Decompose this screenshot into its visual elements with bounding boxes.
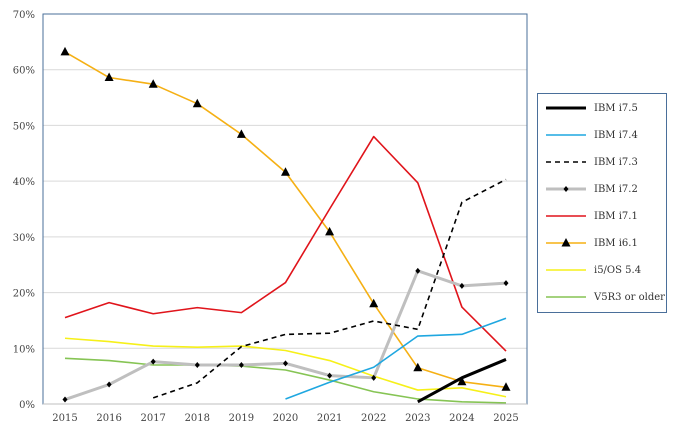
legend-label: i5/OS 5.4 xyxy=(594,264,642,276)
x-tick-label: 2024 xyxy=(449,413,474,424)
legend-swatch-icon xyxy=(546,269,586,271)
x-tick-label: 2023 xyxy=(405,413,430,424)
legend-label: IBM i6.1 xyxy=(594,237,638,249)
legend: IBM i7.5 IBM i7.4 IBM i7.3 IBM i7.2 IBM i7.1… xyxy=(537,93,667,313)
legend-label: IBM i7.4 xyxy=(594,129,638,141)
legend-swatch-icon xyxy=(546,238,586,247)
data-point-diamond xyxy=(106,381,112,388)
data-point-diamond xyxy=(415,267,421,274)
data-point-diamond xyxy=(503,280,509,287)
series-line xyxy=(64,135,507,352)
data-point-triangle xyxy=(60,46,70,56)
y-tick-label: 70% xyxy=(13,10,35,21)
x-tick-label: 2017 xyxy=(140,413,165,424)
y-tick-label: 20% xyxy=(13,289,35,300)
legend-item: IBM i6.1 xyxy=(544,236,638,250)
legend-label: IBM i7.2 xyxy=(594,183,638,195)
x-tick-label: 2015 xyxy=(52,413,77,424)
legend-label: IBM i7.1 xyxy=(594,210,638,222)
series-line xyxy=(64,357,507,404)
legend-label: IBM i7.5 xyxy=(594,102,638,114)
series-ibm-i7-2 xyxy=(62,267,509,403)
legend-item: IBM i7.3 xyxy=(544,155,638,169)
data-point-diamond xyxy=(238,362,244,368)
legend-item: IBM i7.2 xyxy=(544,182,638,196)
series-i5-os-5-4 xyxy=(64,337,507,398)
legend-swatch-icon xyxy=(546,296,586,298)
y-tick-label: 60% xyxy=(13,66,35,77)
data-point-diamond xyxy=(283,360,288,367)
data-point-triangle xyxy=(281,167,290,176)
legend-item: V5R3 or older xyxy=(544,290,665,304)
data-point-diamond xyxy=(62,396,68,403)
series-line xyxy=(417,358,507,404)
x-tick-label: 2021 xyxy=(317,413,342,424)
legend-label: V5R3 or older xyxy=(594,291,665,303)
y-tick-label: 0% xyxy=(19,400,35,411)
x-tick-label: 2016 xyxy=(96,413,121,424)
data-point-triangle xyxy=(501,382,511,391)
x-tick-label: 2019 xyxy=(229,413,254,424)
legend-swatch-icon xyxy=(546,134,586,136)
data-point-triangle xyxy=(413,362,423,372)
series-v5r3-or-older xyxy=(64,357,507,404)
series-line xyxy=(64,51,507,389)
data-point-triangle xyxy=(104,72,114,82)
data-point-diamond xyxy=(459,282,465,289)
y-tick-label: 40% xyxy=(13,177,35,188)
legend-swatch-icon xyxy=(546,106,586,110)
series-ibm-i6-1 xyxy=(60,46,511,391)
series-ibm-i7-3 xyxy=(152,178,507,399)
series-line xyxy=(285,317,507,400)
data-point-triangle xyxy=(148,79,158,88)
legend-item: IBM i7.4 xyxy=(544,128,638,142)
x-tick-label: 2022 xyxy=(361,413,386,424)
legend-label: IBM i7.3 xyxy=(594,156,638,168)
y-tick-label: 30% xyxy=(13,233,35,244)
legend-item: IBM i7.1 xyxy=(544,209,638,223)
plot-frame xyxy=(42,13,528,405)
legend-swatch-icon xyxy=(546,161,586,163)
data-point-triangle xyxy=(236,129,246,138)
x-tick-label: 2018 xyxy=(185,413,210,424)
x-tick-label: 2025 xyxy=(493,413,518,424)
legend-item: i5/OS 5.4 xyxy=(544,263,641,277)
data-point-triangle xyxy=(369,298,379,308)
data-point-diamond xyxy=(327,372,333,379)
legend-swatch-icon xyxy=(546,215,586,217)
series-line xyxy=(152,178,507,399)
data-point-triangle xyxy=(325,226,335,236)
data-point-diamond xyxy=(371,374,377,381)
data-point-triangle xyxy=(192,98,202,108)
data-point-diamond xyxy=(150,358,156,365)
series-ibm-i7-5 xyxy=(417,358,507,404)
y-tick-label: 10% xyxy=(13,344,35,355)
x-tick-label: 2020 xyxy=(273,413,298,424)
legend-swatch-icon xyxy=(546,186,586,192)
series-ibm-i7-4 xyxy=(285,317,507,400)
data-point-diamond xyxy=(194,362,200,368)
series-ibm-i7-1 xyxy=(64,135,507,352)
data-point-triangle xyxy=(457,376,467,386)
series-line xyxy=(64,337,507,398)
y-tick-label: 50% xyxy=(13,121,35,132)
legend-item: IBM i7.5 xyxy=(544,101,638,115)
